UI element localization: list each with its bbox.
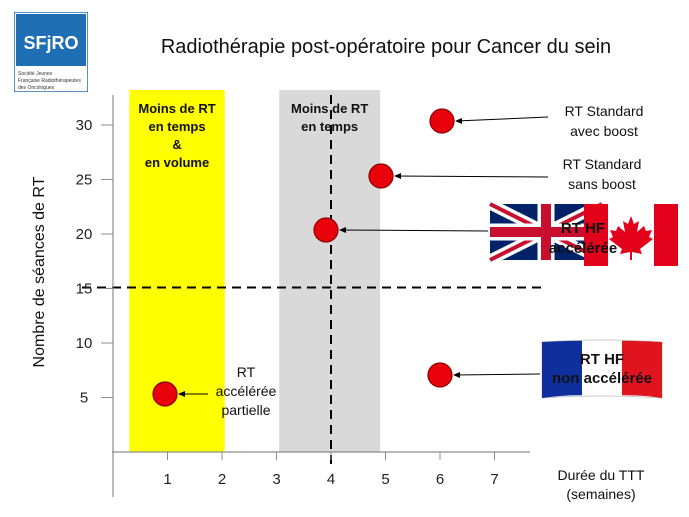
x-tick-label: 3	[272, 471, 280, 488]
pointer-arrowhead	[453, 372, 460, 378]
point-label: partielle	[221, 402, 270, 418]
x-tick-label: 7	[490, 471, 498, 488]
zone-label: en temps	[301, 119, 358, 134]
pointer-arrowhead	[178, 391, 185, 397]
pointer-line	[455, 116, 549, 122]
y-tick-label: 5	[80, 390, 88, 407]
pointer-arrowhead	[394, 173, 401, 179]
x-tick-label: 1	[163, 471, 171, 488]
point-label: RT HF	[561, 220, 605, 237]
uk-flag-icon	[487, 199, 605, 265]
zone-label: Moins de RT	[138, 101, 215, 116]
pointer-line	[453, 373, 541, 376]
point-label: sans boost	[568, 176, 636, 192]
svg-text:des Oncologues: des Oncologues	[18, 85, 55, 91]
point-label: non accélérée	[552, 370, 652, 387]
data-point	[152, 381, 178, 407]
data-point	[313, 217, 339, 243]
pointer-line	[339, 229, 489, 232]
data-point	[429, 108, 455, 134]
svg-text:SFjRO: SFjRO	[23, 33, 78, 53]
x-tick-label: 2	[218, 471, 226, 488]
canada-flag-icon	[584, 204, 678, 266]
france-flag-icon	[541, 339, 663, 399]
data-point	[427, 362, 453, 388]
point-label: accélérée	[216, 383, 277, 399]
zone-label: en volume	[145, 155, 209, 170]
point-label: RT HF	[580, 351, 624, 368]
point-label: accélérée	[549, 240, 617, 257]
shaded-zone-2	[279, 90, 381, 452]
pointer-line	[394, 175, 549, 178]
point-label: RT	[237, 364, 256, 380]
maple-leaf-icon	[609, 216, 653, 260]
sfjro-logo: SFjRO Société Jeunes Française Radiothér…	[13, 11, 89, 93]
y-tick-label: 20	[76, 226, 93, 243]
canada-flag-left-band	[584, 204, 608, 266]
x-axis-label: Durée du TTT	[558, 467, 645, 483]
y-tick-label: 15	[76, 281, 93, 298]
point-label: RT Standard	[563, 156, 642, 172]
x-tick-label: 6	[436, 471, 444, 488]
zone-label: &	[172, 137, 181, 152]
x-axis-label-unit: (semaines)	[566, 486, 635, 502]
svg-text:Française Radiothérapeutes: Française Radiothérapeutes	[18, 78, 81, 84]
x-tick-label: 5	[381, 471, 389, 488]
uk-flag-cross-red	[490, 204, 602, 260]
y-tick-label: 30	[76, 117, 93, 134]
point-label: avec boost	[570, 123, 638, 139]
pointer-arrowhead	[339, 227, 346, 233]
france-flag-red	[622, 340, 662, 398]
canada-flag-right-band	[654, 204, 678, 266]
page-title: Radiothérapie post-opératoire pour Cance…	[160, 36, 612, 58]
pointer-arrowhead	[455, 118, 462, 124]
y-tick-label: 25	[76, 172, 93, 189]
france-flag-blue	[542, 340, 582, 398]
zone-label: Moins de RT	[291, 101, 368, 116]
point-label: RT Standard	[565, 103, 644, 119]
y-tick-label: 10	[76, 335, 93, 352]
svg-text:Société Jeunes: Société Jeunes	[18, 71, 53, 77]
data-point	[368, 163, 394, 189]
zone-label: en temps	[148, 119, 205, 134]
x-tick-label: 4	[327, 471, 335, 488]
